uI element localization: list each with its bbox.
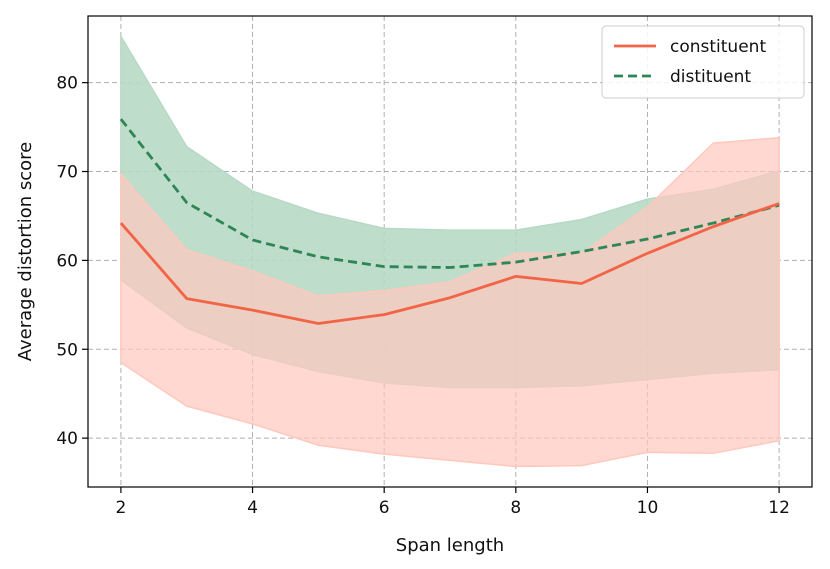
x-tick-label: 8 [510, 498, 521, 518]
x-tick-label: 2 [115, 498, 126, 518]
series-lines [119, 118, 780, 325]
y-axis-label: Average distortion score [15, 142, 36, 361]
confidence-bands [120, 33, 780, 468]
series-line-constituent [119, 202, 780, 325]
x-axis-label: Span length [396, 535, 504, 556]
y-tick-label: 60 [56, 251, 78, 271]
y-tick-label: 70 [56, 163, 78, 183]
y-tick-label: 50 [56, 340, 78, 360]
x-tick-label: 12 [768, 498, 790, 518]
x-tick-label: 4 [247, 498, 258, 518]
band-constituent [120, 136, 780, 468]
axis-ticks: 2 4 6 8 10 12 40 50 60 70 80 [56, 74, 790, 518]
x-tick-label: 10 [637, 498, 659, 518]
series-line-distituent [119, 118, 780, 269]
legend-label-distituent: distituent [670, 67, 751, 87]
plot-frame [87, 15, 813, 488]
y-tick-label: 80 [56, 74, 78, 94]
legend: constituent distituent [601, 25, 805, 99]
legend-label-constituent: constituent [670, 37, 766, 57]
legend-box [601, 25, 805, 99]
y-tick-label: 40 [56, 429, 78, 449]
x-tick-label: 6 [379, 498, 390, 518]
